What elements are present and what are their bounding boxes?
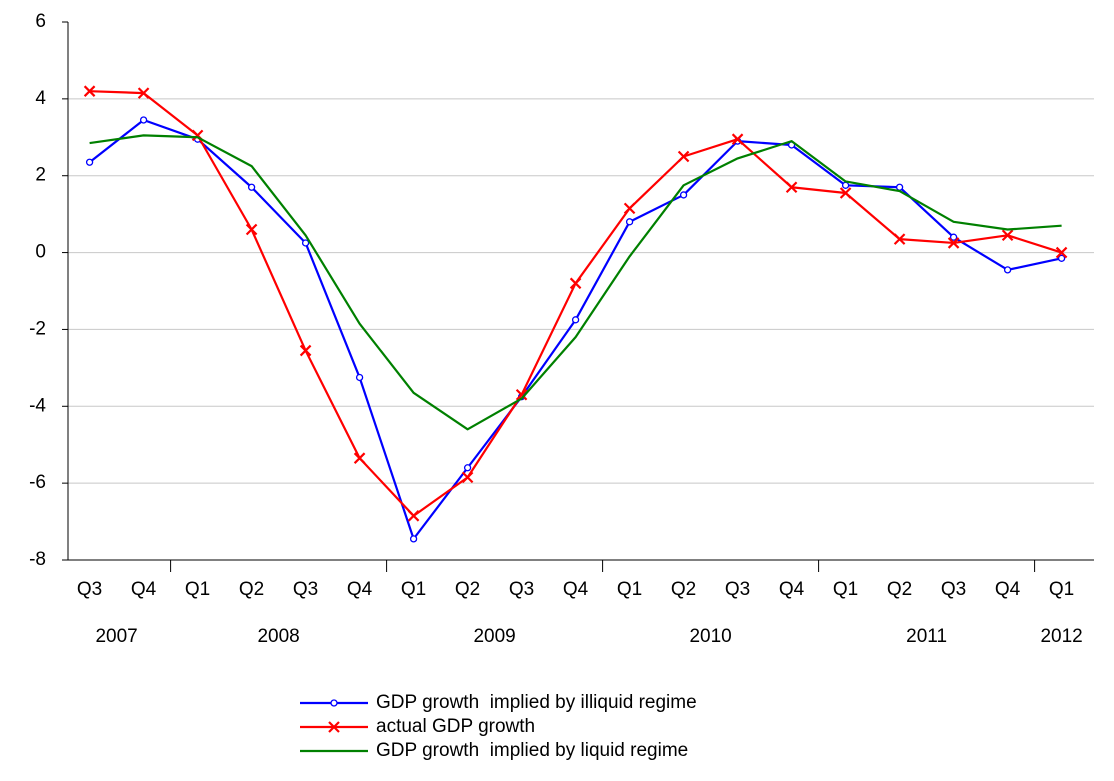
point — [85, 158, 94, 166]
x-tick-label: Q3 — [941, 579, 966, 600]
legend-label: actual GDP growth — [376, 716, 535, 737]
point — [785, 181, 798, 194]
x-tick-label: Q1 — [617, 579, 642, 600]
x-tick-label: Q2 — [671, 579, 696, 600]
y-tick-label: 4 — [35, 88, 46, 109]
x-tick-label: Q2 — [887, 579, 912, 600]
point — [893, 233, 906, 245]
x-tick-label: Q3 — [293, 579, 318, 600]
point — [301, 239, 310, 247]
point — [1003, 266, 1012, 274]
point — [895, 183, 904, 191]
point — [245, 223, 258, 236]
y-tick-label: -8 — [29, 549, 46, 570]
y-tick-label: 0 — [35, 242, 46, 263]
x-tick-label: Q3 — [509, 579, 534, 600]
x-group-label: 2012 — [1040, 626, 1082, 647]
y-tick-label: 6 — [35, 11, 46, 32]
y-tick-label: -2 — [29, 318, 46, 339]
point — [461, 471, 474, 484]
point — [407, 510, 420, 522]
point — [677, 150, 690, 163]
y-tick-label: 2 — [35, 165, 46, 186]
x-tick-label: Q2 — [455, 579, 480, 600]
x-group-label: 2007 — [95, 626, 137, 647]
point — [569, 277, 582, 290]
point — [623, 202, 636, 215]
x-group-label: 2010 — [689, 626, 731, 647]
legend-label: GDP growth implied by liquid regime — [376, 740, 688, 761]
x-tick-label: Q4 — [131, 579, 157, 600]
point — [625, 218, 634, 226]
point — [839, 187, 852, 199]
legend-label: GDP growth implied by illiquid regime — [376, 692, 697, 713]
series — [83, 85, 1068, 522]
x-tick-label: Q1 — [401, 579, 426, 600]
point — [679, 191, 688, 199]
point — [1057, 254, 1066, 262]
x-tick-label: Q2 — [239, 579, 264, 600]
point — [841, 181, 850, 189]
x-tick-label: Q1 — [1049, 579, 1074, 600]
x-tick-label: Q3 — [725, 579, 750, 600]
point — [139, 116, 148, 124]
point — [330, 699, 338, 707]
x-tick-label: Q4 — [779, 579, 805, 600]
x-tick-label: Q4 — [563, 579, 589, 600]
point — [328, 721, 340, 733]
point — [949, 233, 958, 241]
line — [89, 134, 1062, 431]
series — [89, 134, 1062, 431]
point — [731, 133, 744, 145]
line — [89, 90, 1062, 517]
x-tick-label: Q3 — [77, 579, 102, 600]
x-group-label: 2008 — [257, 626, 299, 647]
x-group-label: 2011 — [906, 626, 947, 647]
point — [463, 464, 472, 472]
point — [947, 237, 960, 249]
point — [1055, 246, 1068, 259]
point — [1001, 229, 1014, 242]
x-group-label: 2009 — [473, 626, 515, 647]
point — [355, 373, 364, 382]
point — [83, 85, 96, 97]
x-tick-label: Q4 — [347, 579, 373, 600]
point — [247, 183, 256, 191]
x-tick-label: Q4 — [995, 579, 1021, 600]
x-tick-label: Q1 — [185, 579, 210, 600]
point — [409, 535, 418, 543]
point — [571, 316, 580, 324]
point — [515, 388, 528, 401]
point — [353, 452, 366, 464]
x-tick-label: Q1 — [833, 579, 858, 600]
point — [299, 344, 312, 357]
y-tick-label: -4 — [29, 395, 46, 416]
y-tick-label: -6 — [29, 472, 46, 493]
point — [137, 87, 150, 99]
